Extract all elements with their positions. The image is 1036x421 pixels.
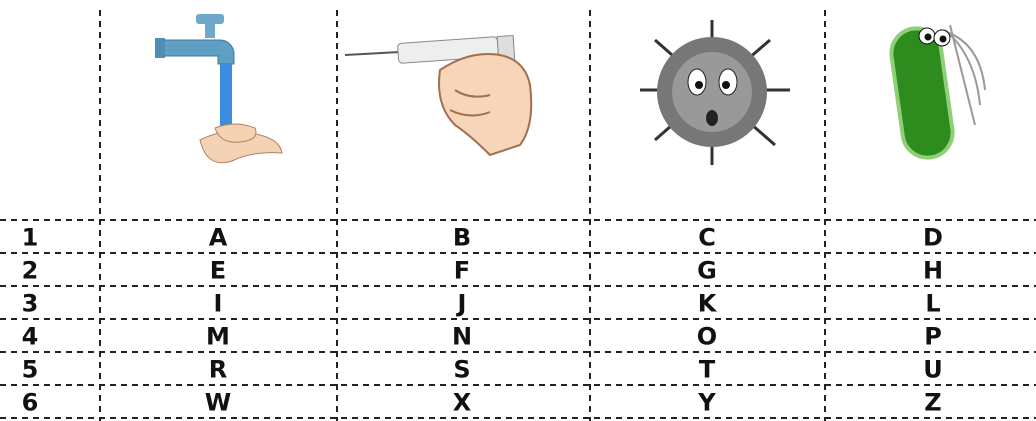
row-number: 5 — [22, 356, 39, 384]
bacterium-icon — [889, 24, 986, 160]
letter-cell: S — [453, 356, 470, 384]
virus-icon — [640, 20, 790, 165]
letter-cell: I — [214, 290, 223, 318]
row-number: 2 — [22, 257, 39, 285]
syringe-icon — [344, 34, 533, 157]
letter-cell: W — [205, 389, 231, 417]
faucet-icon — [155, 14, 283, 164]
letter-cell: D — [923, 224, 943, 252]
letter-cell: N — [452, 323, 472, 351]
row-number: 6 — [22, 389, 39, 417]
letter-cell: O — [697, 323, 717, 351]
letter-cell: L — [925, 290, 940, 318]
letter-cell: X — [453, 389, 472, 417]
letter-cell: T — [699, 356, 716, 384]
letter-grid: 1 A B C D 2 E F G H 3 I J K L 4 M N O P 5 R S T U 6 W X Y Z — [0, 219, 1036, 419]
letter-cell: C — [698, 224, 716, 252]
letter-cell: F — [454, 257, 470, 285]
letter-cell: G — [697, 257, 717, 285]
letter-cell: Z — [924, 389, 941, 417]
letter-cell: R — [209, 356, 227, 384]
letter-cell: P — [924, 323, 942, 351]
row-number: 3 — [22, 290, 39, 318]
row-number: 4 — [22, 323, 39, 351]
letter-cell: E — [210, 257, 226, 285]
letter-cell: J — [456, 290, 467, 318]
letter-cell: M — [206, 323, 230, 351]
letter-cell: Y — [697, 389, 716, 417]
letter-cell: U — [923, 356, 943, 384]
letter-cell: H — [923, 257, 943, 285]
letter-cell: B — [453, 224, 471, 252]
letter-cell: K — [698, 290, 718, 318]
row-number: 1 — [22, 224, 39, 252]
letter-cell: A — [209, 224, 228, 252]
